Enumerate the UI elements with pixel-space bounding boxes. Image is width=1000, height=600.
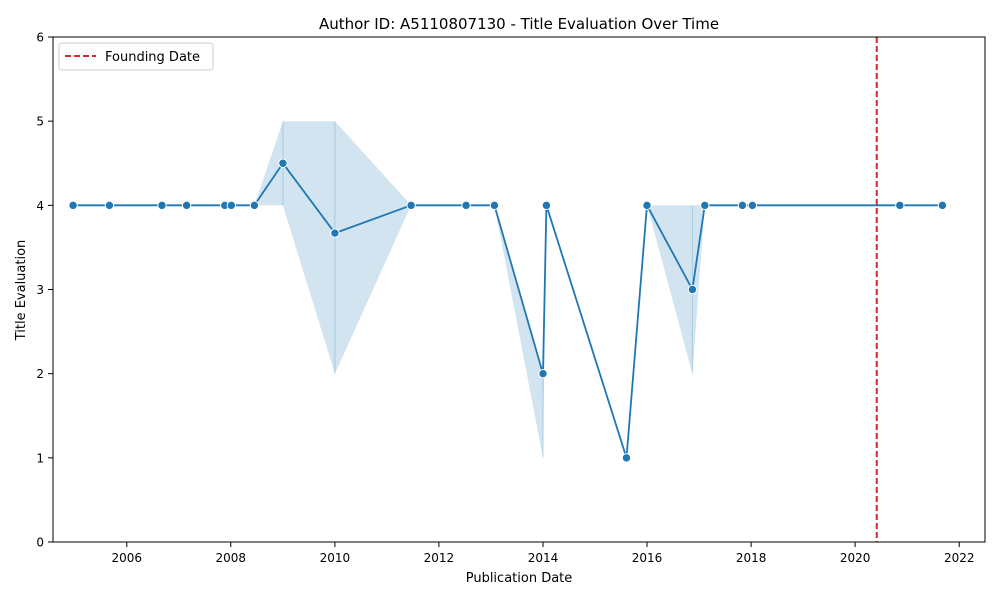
y-tick-label: 4: [36, 199, 44, 213]
data-point: [181, 200, 192, 211]
data-point: [541, 200, 552, 211]
x-tick-label: 2014: [528, 551, 559, 565]
data-point: [68, 200, 78, 211]
x-tick-label: 2006: [112, 551, 143, 565]
data-point: [330, 228, 340, 238]
y-tick-label: 6: [36, 31, 44, 45]
data-point: [700, 200, 710, 211]
x-tick-label: 2018: [736, 551, 767, 565]
legend: Founding Date: [58, 42, 214, 71]
data-point: [104, 200, 115, 211]
series-line-layer: [73, 162, 943, 459]
data-point: [747, 200, 758, 211]
data-point: [278, 158, 288, 168]
data-point: [406, 200, 416, 211]
y-tick-label: 5: [36, 115, 44, 129]
legend-label-founding-date: Founding Date: [105, 50, 200, 65]
y-tick-label: 0: [36, 536, 44, 550]
y-axis-ticks: 0 1 2 3 4 5 6: [36, 31, 53, 550]
y-tick-label: 3: [36, 283, 44, 297]
data-point: [489, 200, 500, 211]
data-point: [538, 368, 548, 379]
x-tick-label: 2010: [320, 551, 351, 565]
series-marker-layer: [68, 158, 948, 463]
x-tick-label: 2020: [840, 551, 871, 565]
x-axis-label: Publication Date: [466, 571, 573, 586]
data-point: [226, 200, 237, 211]
x-tick-label: 2008: [215, 551, 246, 565]
data-point: [249, 200, 260, 211]
plot-area: [68, 37, 948, 542]
data-point: [687, 284, 698, 295]
x-tick-label: 2012: [424, 551, 455, 565]
confidence-band: [73, 121, 943, 458]
data-point: [937, 200, 948, 211]
data-point: [737, 200, 748, 211]
data-point: [895, 200, 905, 211]
y-tick-label: 1: [36, 451, 44, 465]
x-tick-label: 2022: [944, 551, 975, 565]
data-point: [157, 200, 167, 211]
x-axis-ticks: 2006 2008 2010 2012 2014 2016 2018 2020 2022: [112, 542, 975, 565]
y-tick-label: 2: [36, 367, 44, 381]
data-point: [642, 200, 652, 211]
y-axis-label: Title Evaluation: [14, 240, 29, 342]
data-point: [461, 200, 471, 211]
chart-title: Author ID: A5110807130 - Title Evaluatio…: [319, 15, 719, 33]
confidence-band-layer: [73, 121, 943, 458]
data-point: [621, 453, 632, 463]
x-tick-label: 2016: [632, 551, 663, 565]
series-line: [73, 162, 943, 459]
legend-box: [58, 42, 214, 71]
